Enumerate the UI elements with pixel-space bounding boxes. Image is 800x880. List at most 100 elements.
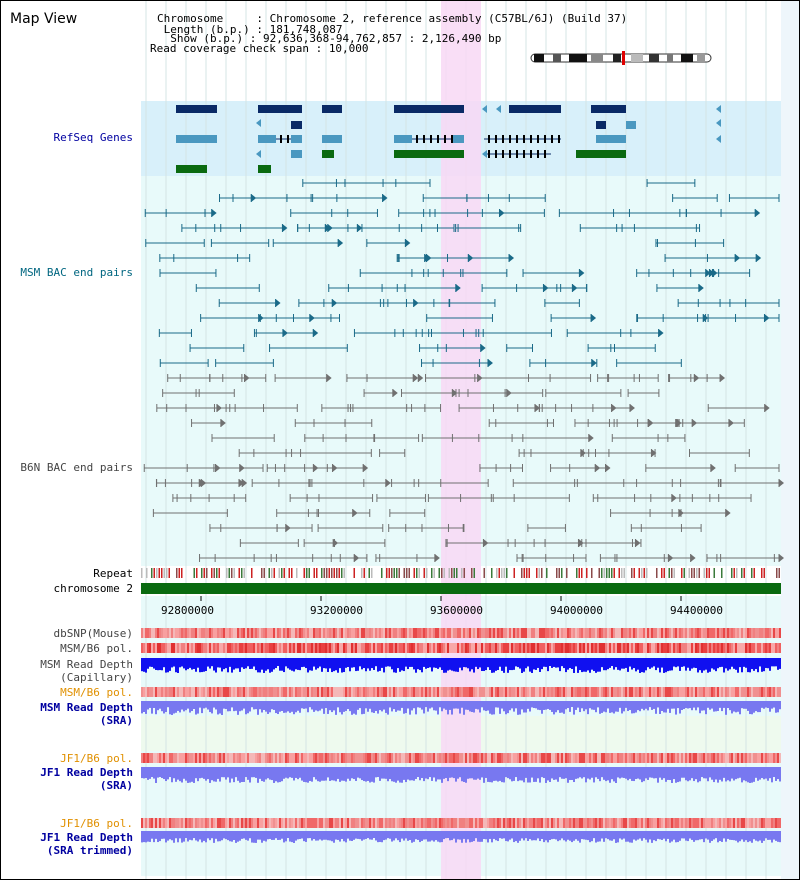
jf1-read-depth-trimmed-bar [621, 831, 623, 840]
jf1-read-depth-sra-bar [561, 767, 563, 779]
jf1-read-depth-sra-bar [719, 767, 721, 780]
jf1-b6-pol-heat [561, 753, 563, 763]
jf1-read-depth-trimmed-bar [275, 831, 277, 839]
jf1-b6-pol-heat [553, 753, 555, 763]
jf1-b6-pol-heat [557, 753, 559, 763]
msm-b6-pol-heat-2 [427, 687, 429, 697]
msm-read-depth-capillary-bar [615, 658, 617, 668]
msm-b6-pol-heat-2 [157, 687, 159, 697]
jf1-b6-pol-heat-2 [267, 818, 269, 828]
msm-read-depth-sra-bar [295, 701, 297, 713]
msm-read-depth-sra-bar [207, 701, 209, 710]
msm-read-depth-sra-bar [727, 701, 729, 709]
msm-read-depth-sra-bar [483, 701, 485, 711]
msm-b6-pol-heat [699, 643, 701, 653]
msm-b6-pol-heat [619, 643, 621, 653]
jf1-read-depth-trimmed-bar [469, 831, 471, 843]
jf1-read-depth-sra-label[interactable]: JF1 Read Depth (SRA) [40, 766, 133, 792]
dbsnp-heat [307, 628, 309, 638]
msm-b6-pol-heat [521, 643, 523, 653]
msm-b6-pol-heat-2 [777, 687, 779, 697]
msm-read-depth-sra-bar [769, 701, 771, 712]
jf1-b6-pol-label-2[interactable]: JF1/B6 pol. [60, 817, 133, 830]
jf1-read-depth-sra-bar [495, 767, 497, 781]
jf1-b6-pol-label-1[interactable]: JF1/B6 pol. [60, 752, 133, 765]
msm-b6-pol-heat-2 [647, 687, 649, 697]
jf1-read-depth-sra-bar [745, 767, 747, 782]
msm-b6-pol-heat-2 [729, 687, 731, 697]
dbsnp-heat [553, 628, 555, 638]
jf1-read-depth-sra-bar [627, 767, 629, 781]
dbsnp-heat [215, 628, 217, 638]
msm-read-depth-capillary-bar [395, 658, 397, 673]
repeat-label[interactable]: Repeat [93, 567, 133, 580]
msm-read-depth-sra-label[interactable]: MSM Read Depth (SRA) [40, 701, 133, 727]
refseq-exon [495, 150, 497, 158]
msm-b6-pol-label-1[interactable]: MSM/B6 pol. [60, 642, 133, 655]
jf1-b6-pol-heat [209, 753, 211, 763]
jf1-b6-pol-heat [409, 753, 411, 763]
jf1-read-depth-sra-bar [373, 767, 375, 783]
repeat-element [708, 568, 710, 578]
jf1-b6-pol-heat-2 [487, 818, 489, 828]
dbsnp-heat [633, 628, 635, 638]
jf1-read-depth-trimmed-bar [779, 831, 781, 843]
msm-b6-pol-heat [221, 643, 223, 653]
repeat-element [621, 568, 623, 578]
jf1-b6-pol-heat-2 [769, 818, 771, 828]
msm-b6-pol-heat [717, 643, 719, 653]
msm-read-depth-capillary-bar [535, 658, 537, 670]
msm-read-depth-sra-bar [221, 701, 223, 715]
msm-read-depth-capillary-bar [683, 658, 685, 667]
dbsnp-heat [735, 628, 737, 638]
refseq-gene [596, 121, 606, 129]
jf1-b6-pol-heat-2 [489, 818, 491, 828]
msm-b6-pol-heat [161, 643, 163, 653]
dbsnp-label[interactable]: dbSNP(Mouse) [53, 627, 133, 640]
msm-bac-end-pairs-label[interactable]: MSM BAC end pairs [20, 266, 133, 279]
refseq-genes-label[interactable]: RefSeq Genes [53, 131, 133, 144]
msm-read-depth-sra-bar [549, 701, 551, 710]
jf1-b6-pol-heat-2 [407, 818, 409, 828]
jf1-read-depth-trimmed-bar [703, 831, 705, 843]
msm-b6-pol-heat-2 [447, 687, 449, 697]
b6n-bac-pair-arrow [728, 419, 734, 427]
jf1-read-depth-trimmed-bar [361, 831, 363, 841]
msm-read-depth-sra-bar [399, 701, 401, 711]
msm-read-depth-capillary-bar [703, 658, 705, 671]
refseq-exon [423, 135, 425, 143]
jf1-read-depth-trimmed-label[interactable]: JF1 Read Depth (SRA trimmed) [40, 831, 133, 857]
jf1-b6-pol-heat [433, 753, 435, 763]
jf1-b6-pol-heat-2 [315, 818, 317, 828]
msm-b6-pol-label-2[interactable]: MSM/B6 pol. [60, 686, 133, 699]
msm-b6-pol-heat [537, 643, 539, 653]
b6n-bac-end-pairs-label[interactable]: B6N BAC end pairs [20, 461, 133, 474]
msm-read-depth-capillary-bar [245, 658, 247, 669]
msm-read-depth-capillary-bar [169, 658, 171, 671]
chromosome-track-label[interactable]: chromosome 2 [53, 582, 133, 595]
msm-read-depth-capillary-bar [239, 658, 241, 672]
msm-b6-pol-heat [389, 643, 391, 653]
msm-read-depth-capillary-bar [181, 658, 183, 667]
msm-read-depth-sra-bar [205, 701, 207, 708]
msm-read-depth-sra-bar [377, 701, 379, 714]
jf1-b6-pol-heat-2 [775, 818, 777, 828]
msm-b6-pol-heat [481, 643, 483, 653]
jf1-b6-pol-heat [523, 753, 525, 763]
dbsnp-heat [311, 628, 313, 638]
msm-read-depth-capillary-label[interactable]: MSM Read Depth (Capillary) [40, 658, 133, 684]
repeat-element [201, 568, 203, 578]
jf1-read-depth-sra-bar [583, 767, 585, 778]
msm-read-depth-capillary-bar [153, 658, 155, 669]
msm-read-depth-capillary-bar [461, 658, 463, 671]
jf1-read-depth-sra-bar [703, 767, 705, 779]
msm-b6-pol-heat-2 [429, 687, 431, 697]
dbsnp-heat [617, 628, 619, 638]
msm-b6-pol-heat-2 [399, 687, 401, 697]
jf1-b6-pol-heat [343, 753, 345, 763]
jf1-b6-pol-heat [665, 753, 667, 763]
jf1-b6-pol-heat-2 [589, 818, 591, 828]
jf1-b6-pol-heat-2 [445, 818, 447, 828]
jf1-b6-pol-heat [455, 753, 457, 763]
